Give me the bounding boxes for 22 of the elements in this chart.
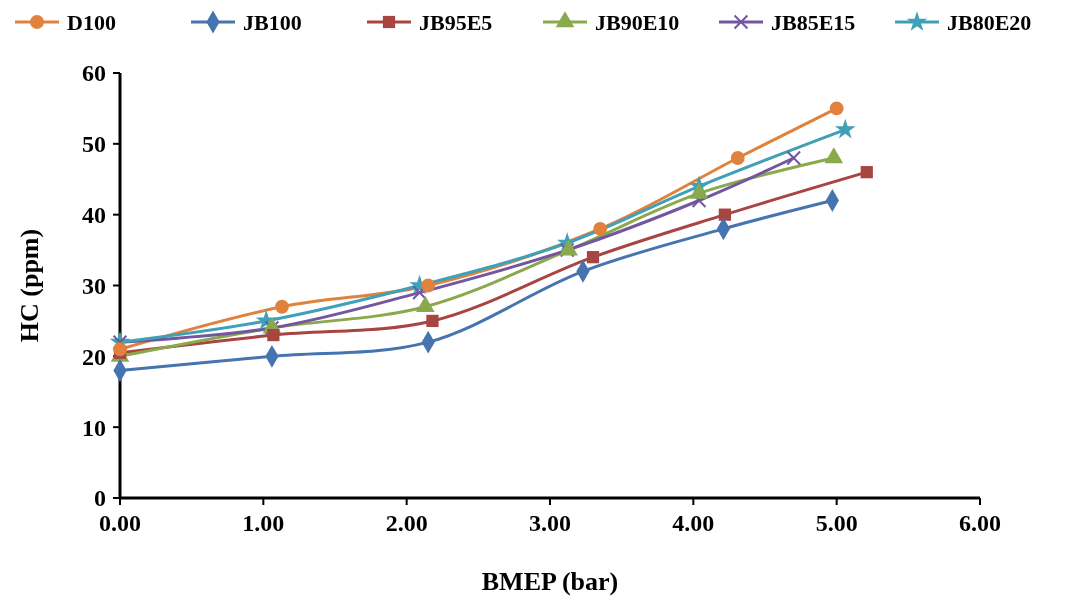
x-tick-label: 4.00	[672, 510, 715, 536]
legend-label: JB90E10	[595, 9, 680, 35]
x-tick-label: 0.00	[99, 510, 141, 536]
y-tick-label: 30	[82, 272, 106, 299]
x-axis-title: BMEP (bar)	[481, 567, 619, 596]
y-tick-label: 20	[82, 343, 106, 370]
x-tick-label: 6.00	[959, 510, 1001, 536]
x-tick-label: 1.00	[242, 510, 285, 536]
y-tick-label: 40	[82, 202, 106, 229]
legend-label: JB85E15	[771, 9, 856, 35]
x-tick-label: 2.00	[385, 510, 428, 536]
x-tick-label: 5.00	[815, 510, 858, 536]
y-tick-label: 0	[94, 485, 106, 512]
y-tick-label: 10	[82, 414, 106, 441]
y-axis-title: HC (ppm)	[15, 228, 44, 343]
legend-label: JB100	[243, 9, 302, 35]
legend-label: JB80E20	[947, 9, 1032, 35]
y-tick-label: 50	[82, 131, 106, 158]
x-tick-label: 3.00	[529, 510, 571, 536]
y-tick-label: 60	[82, 60, 106, 87]
legend-label: D100	[67, 9, 116, 35]
legend-label: JB95E5	[419, 9, 493, 35]
